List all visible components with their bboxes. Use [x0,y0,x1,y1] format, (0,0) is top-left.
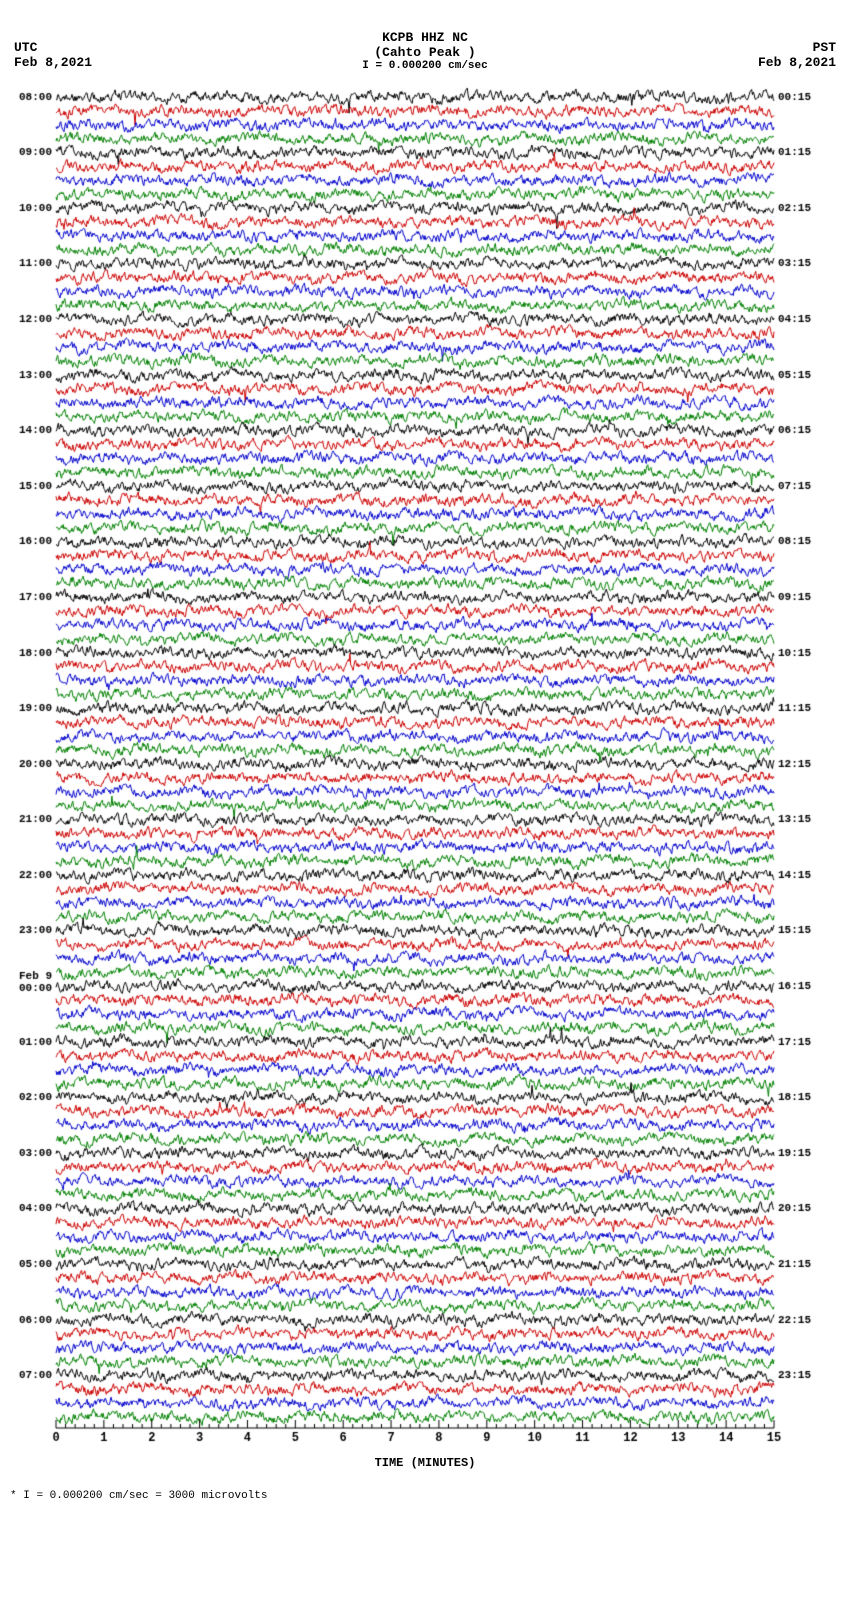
scale-note: I = 0.000200 cm/sec [362,60,487,72]
footer-note: * I = 0.000200 cm/sec = 3000 microvolts [10,1490,840,1502]
footer-mark: I [23,1490,30,1502]
seismogram-canvas [10,84,840,1454]
header-left: UTC Feb 8,2021 [14,40,92,70]
xaxis-label: TIME (MINUTES) [10,1456,840,1470]
header-right: PST Feb 8,2021 [758,40,836,70]
seismogram-page: UTC Feb 8,2021 KCPB HHZ NC (Cahto Peak )… [10,10,840,1502]
utc-date-label: Feb 8,2021 [14,55,92,70]
pst-tz-label: PST [758,40,836,55]
plot-area: TIME (MINUTES) [10,84,840,1470]
scale-value: = 0.000200 cm/sec [376,60,488,72]
footer-value: = 0.000200 cm/sec = 3000 microvolts [36,1490,267,1502]
footer-prefix: * [10,1490,17,1502]
pst-date-label: Feb 8,2021 [758,55,836,70]
utc-tz-label: UTC [14,40,92,55]
scale-mark: I [362,60,369,72]
header: UTC Feb 8,2021 KCPB HHZ NC (Cahto Peak )… [10,10,840,80]
station-location: (Cahto Peak ) [362,45,487,60]
header-center: KCPB HHZ NC (Cahto Peak ) I = 0.000200 c… [362,30,487,72]
station-code: KCPB HHZ NC [362,30,487,45]
